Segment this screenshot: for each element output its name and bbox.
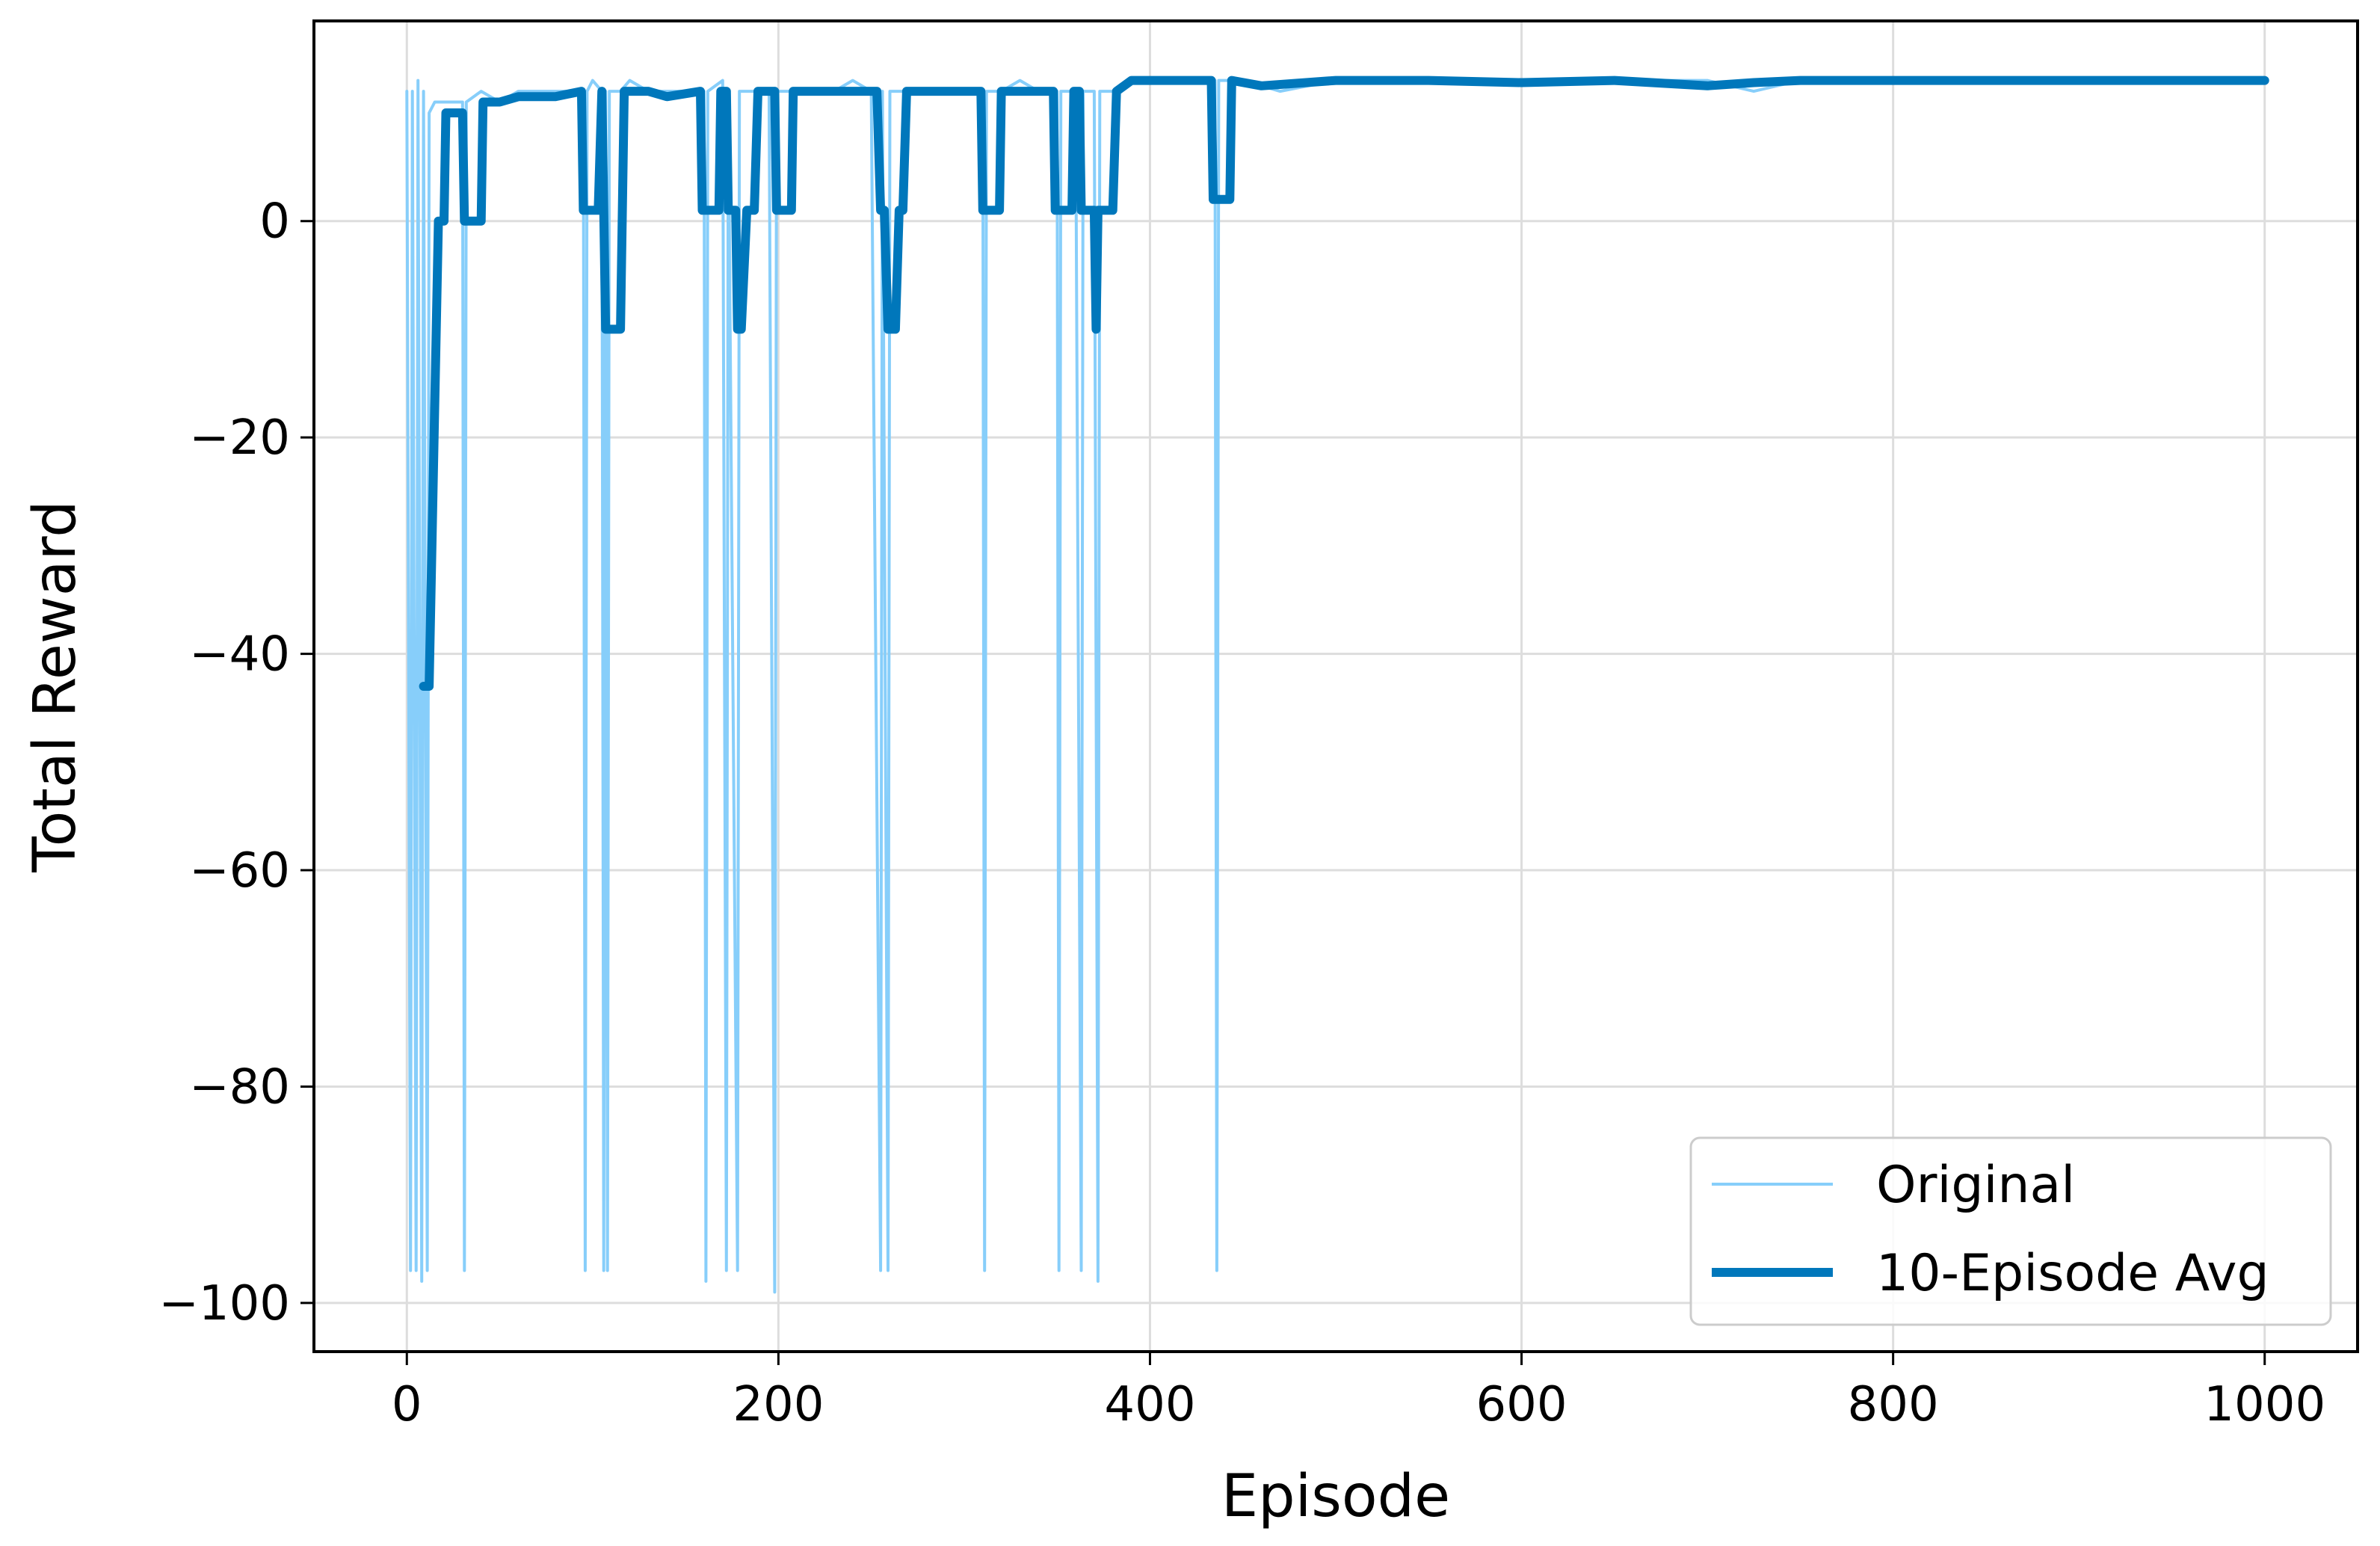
plot-frame (312, 19, 2359, 1353)
y-tick-label: −100 (158, 1276, 290, 1331)
ticks: 0 200 400 600 800 1000 0 −20 −40 −60 −80 −100 (158, 194, 2325, 1432)
x-tick-label: 400 (1104, 1377, 1195, 1432)
legend: Original 10-Episode Avg (1689, 1136, 2332, 1326)
x-tick-label: 800 (1848, 1377, 1939, 1432)
legend-label: 10-Episode Avg (1876, 1244, 2269, 1303)
x-tick-label: 600 (1476, 1377, 1567, 1432)
x-tick-label: 1000 (2204, 1377, 2325, 1432)
y-tick-label: −40 (189, 627, 290, 683)
series-line-1 (405, 78, 2266, 1294)
grid (314, 21, 2358, 1352)
y-tick-label: −60 (189, 843, 290, 899)
x-axis-label: Episode (1221, 1463, 1450, 1530)
y-tick-label: 0 (259, 194, 290, 250)
y-tick-label: −20 (189, 410, 290, 466)
legend-box (1689, 1136, 2332, 1326)
x-tick-label: 0 (392, 1377, 422, 1432)
y-axis-label: Total Reward (22, 500, 89, 872)
series-layer (405, 76, 2269, 1294)
y-tick-label: −80 (189, 1059, 290, 1115)
legend-label: Original (1876, 1156, 2075, 1215)
series-line-2 (419, 76, 2269, 691)
x-tick-label: 200 (733, 1377, 824, 1432)
